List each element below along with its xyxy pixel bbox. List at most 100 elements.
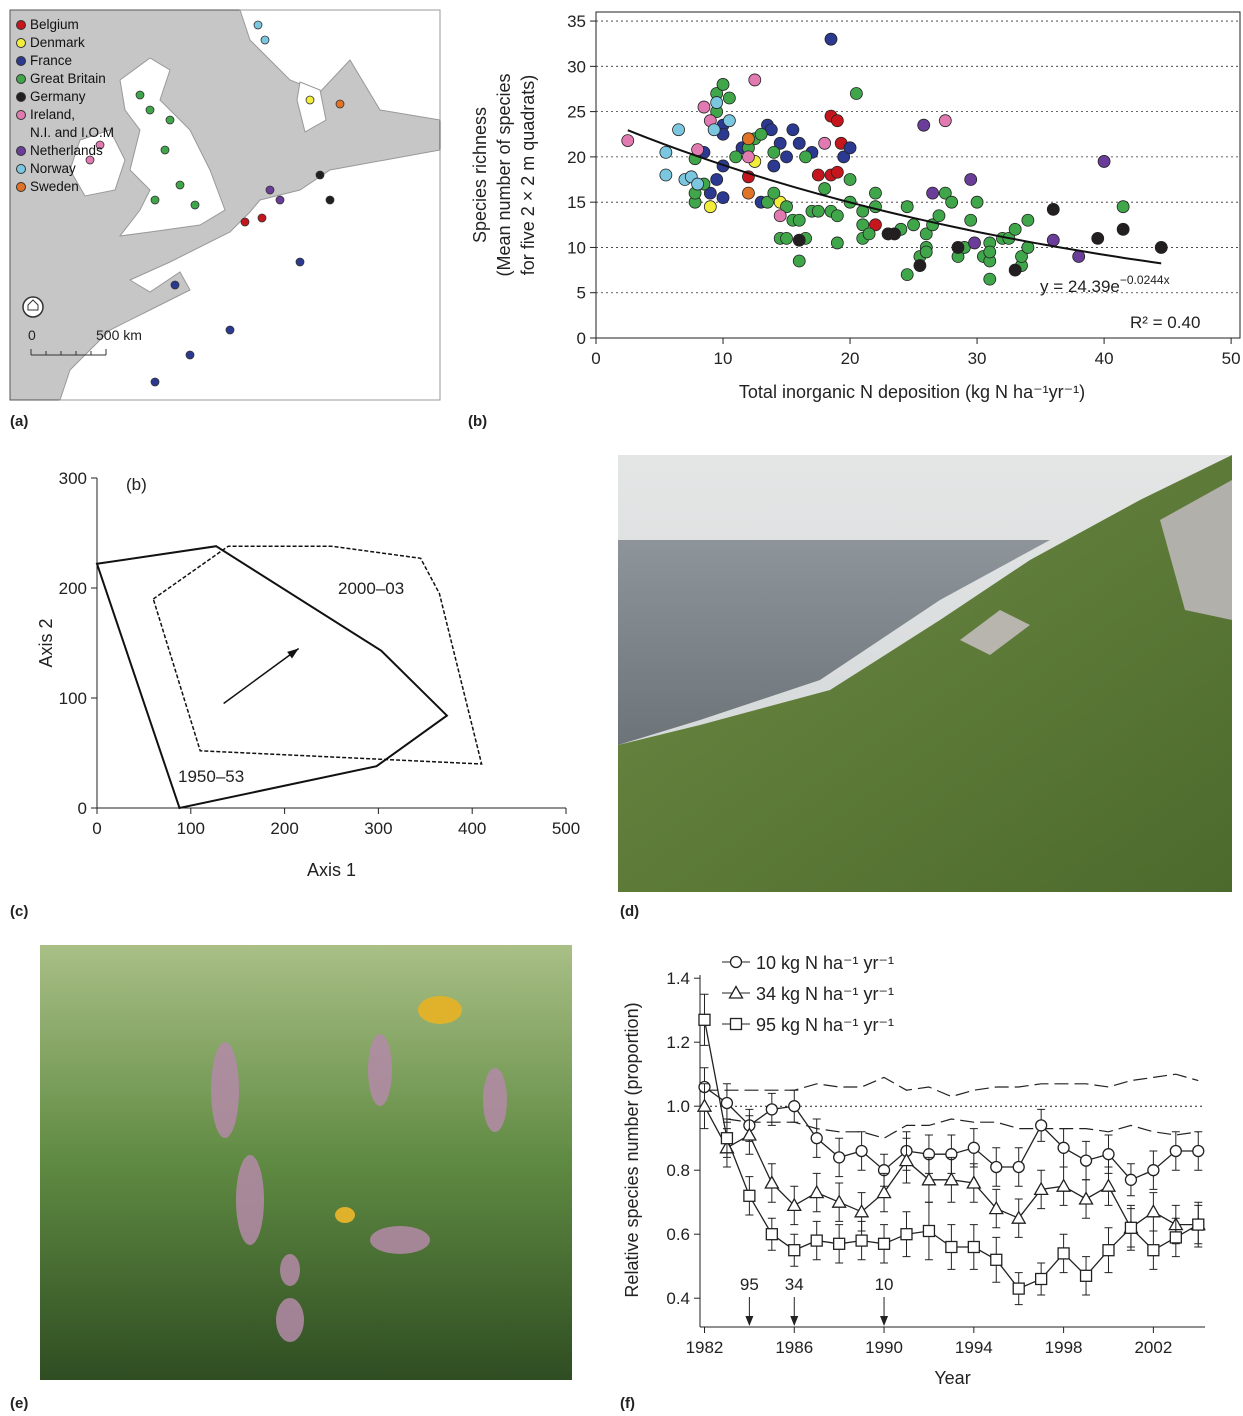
x-tick-label: 400	[458, 819, 486, 838]
scatter-point	[792, 136, 806, 150]
panel-label: (b)	[468, 413, 487, 430]
marker	[833, 1237, 846, 1250]
legend-swatch	[16, 164, 26, 174]
y-tick-label: 1.0	[666, 1097, 690, 1116]
envelope-line	[704, 1073, 1199, 1098]
scatter-point	[932, 209, 946, 223]
scatter-point	[843, 141, 857, 155]
marker	[1055, 1178, 1072, 1192]
marker	[1079, 1269, 1093, 1282]
marker	[1012, 1282, 1025, 1295]
inset-label: (b)	[126, 475, 147, 494]
scatter-point	[970, 195, 984, 209]
annotation-label: 10	[875, 1275, 894, 1294]
y-tick-label: 1.4	[666, 969, 690, 988]
legend-entry: Belgium	[16, 16, 114, 34]
panel-label: (f)	[620, 1395, 635, 1412]
scatter-point	[792, 213, 806, 227]
arrow-head	[880, 1316, 889, 1326]
x-tick-label: 40	[1095, 349, 1114, 368]
marker	[855, 1144, 868, 1158]
scatter-point	[773, 136, 787, 150]
scale-label: 500 km	[96, 327, 142, 343]
x-tick-label: 20	[841, 349, 860, 368]
x-tick-label: 1994	[955, 1338, 993, 1357]
x-tick-label: 100	[177, 819, 205, 838]
marker	[1078, 1191, 1094, 1205]
marker	[833, 1151, 846, 1164]
land	[69, 129, 126, 197]
equation-exponent: −0.0244x	[1120, 273, 1170, 287]
marker	[877, 1237, 891, 1250]
scatter-point	[983, 272, 997, 286]
scatter-point	[856, 218, 870, 232]
marker	[922, 1224, 936, 1238]
scatter-point	[742, 132, 755, 146]
scatter-point	[818, 136, 832, 150]
scatter-point	[742, 150, 755, 164]
legend-swatch	[16, 182, 26, 192]
annotation-label: 95	[740, 1275, 759, 1294]
scatter-point	[729, 150, 743, 164]
scatter-point	[1116, 222, 1130, 236]
marker	[810, 1132, 823, 1145]
scatter-point	[691, 177, 705, 191]
scatter-point	[1015, 250, 1028, 263]
marker	[1147, 1164, 1160, 1177]
photo-plants	[40, 945, 572, 1380]
marker	[1012, 1160, 1025, 1174]
marker	[921, 1171, 937, 1186]
panel-label: (d)	[620, 903, 639, 920]
y-tick-label: 0	[577, 329, 586, 348]
site-dots	[85, 20, 345, 387]
marker	[988, 1200, 1004, 1215]
x-tick-label: 1982	[686, 1338, 724, 1357]
marker	[765, 1103, 778, 1116]
legend-entry: Great Britain	[16, 70, 114, 88]
scatter-point	[780, 150, 793, 164]
scatter-point	[707, 123, 721, 137]
legend-entry: France	[16, 52, 114, 70]
r2-label: R² = 0.40	[1130, 313, 1200, 332]
arrow-head	[745, 1316, 754, 1326]
arrow-head	[790, 1316, 799, 1326]
scatter-point	[742, 186, 755, 200]
marker	[1124, 1173, 1138, 1186]
y-tick-label: 5	[577, 284, 586, 303]
marker	[764, 1175, 780, 1189]
legend-swatch	[16, 38, 26, 48]
y-axis-label: Relative species number (proportion)	[622, 1002, 642, 1297]
scatter-point	[703, 200, 717, 214]
scatter-point	[1008, 263, 1022, 277]
scatter-point	[900, 268, 914, 282]
marker	[990, 1253, 1003, 1266]
scatter-point	[767, 145, 781, 159]
panel-label: (a)	[10, 413, 28, 430]
y-tick-label: 0.6	[666, 1225, 690, 1244]
marker	[786, 1197, 802, 1212]
legend-swatch	[16, 56, 26, 66]
scatter-point	[830, 165, 844, 179]
legend-swatch	[16, 74, 26, 84]
annotation-label: 34	[785, 1275, 804, 1294]
scatter-point	[830, 209, 844, 223]
legend-label: Ireland, N.I. and I.O.M	[30, 107, 115, 140]
scatter-point	[716, 191, 730, 205]
scatter-point	[697, 100, 711, 114]
legend-swatch	[16, 20, 26, 30]
land	[59, 149, 441, 401]
scatter-point	[767, 186, 781, 200]
legend-label: Norway	[30, 161, 76, 176]
y-axis-label: (Mean number of species	[494, 73, 514, 276]
y-tick-label: 0.4	[666, 1289, 690, 1308]
scatter-point	[951, 241, 965, 254]
y-tick-label: 10	[567, 238, 586, 257]
marker	[720, 1132, 734, 1145]
marker	[1079, 1154, 1093, 1167]
scatter-point	[964, 213, 978, 227]
marker	[729, 955, 743, 969]
hull-label: 1950–53	[178, 767, 244, 786]
y-tick-label: 0	[78, 799, 87, 818]
legend-label: 34 kg N ha⁻¹ yr⁻¹	[756, 984, 894, 1004]
marker	[741, 1127, 757, 1141]
